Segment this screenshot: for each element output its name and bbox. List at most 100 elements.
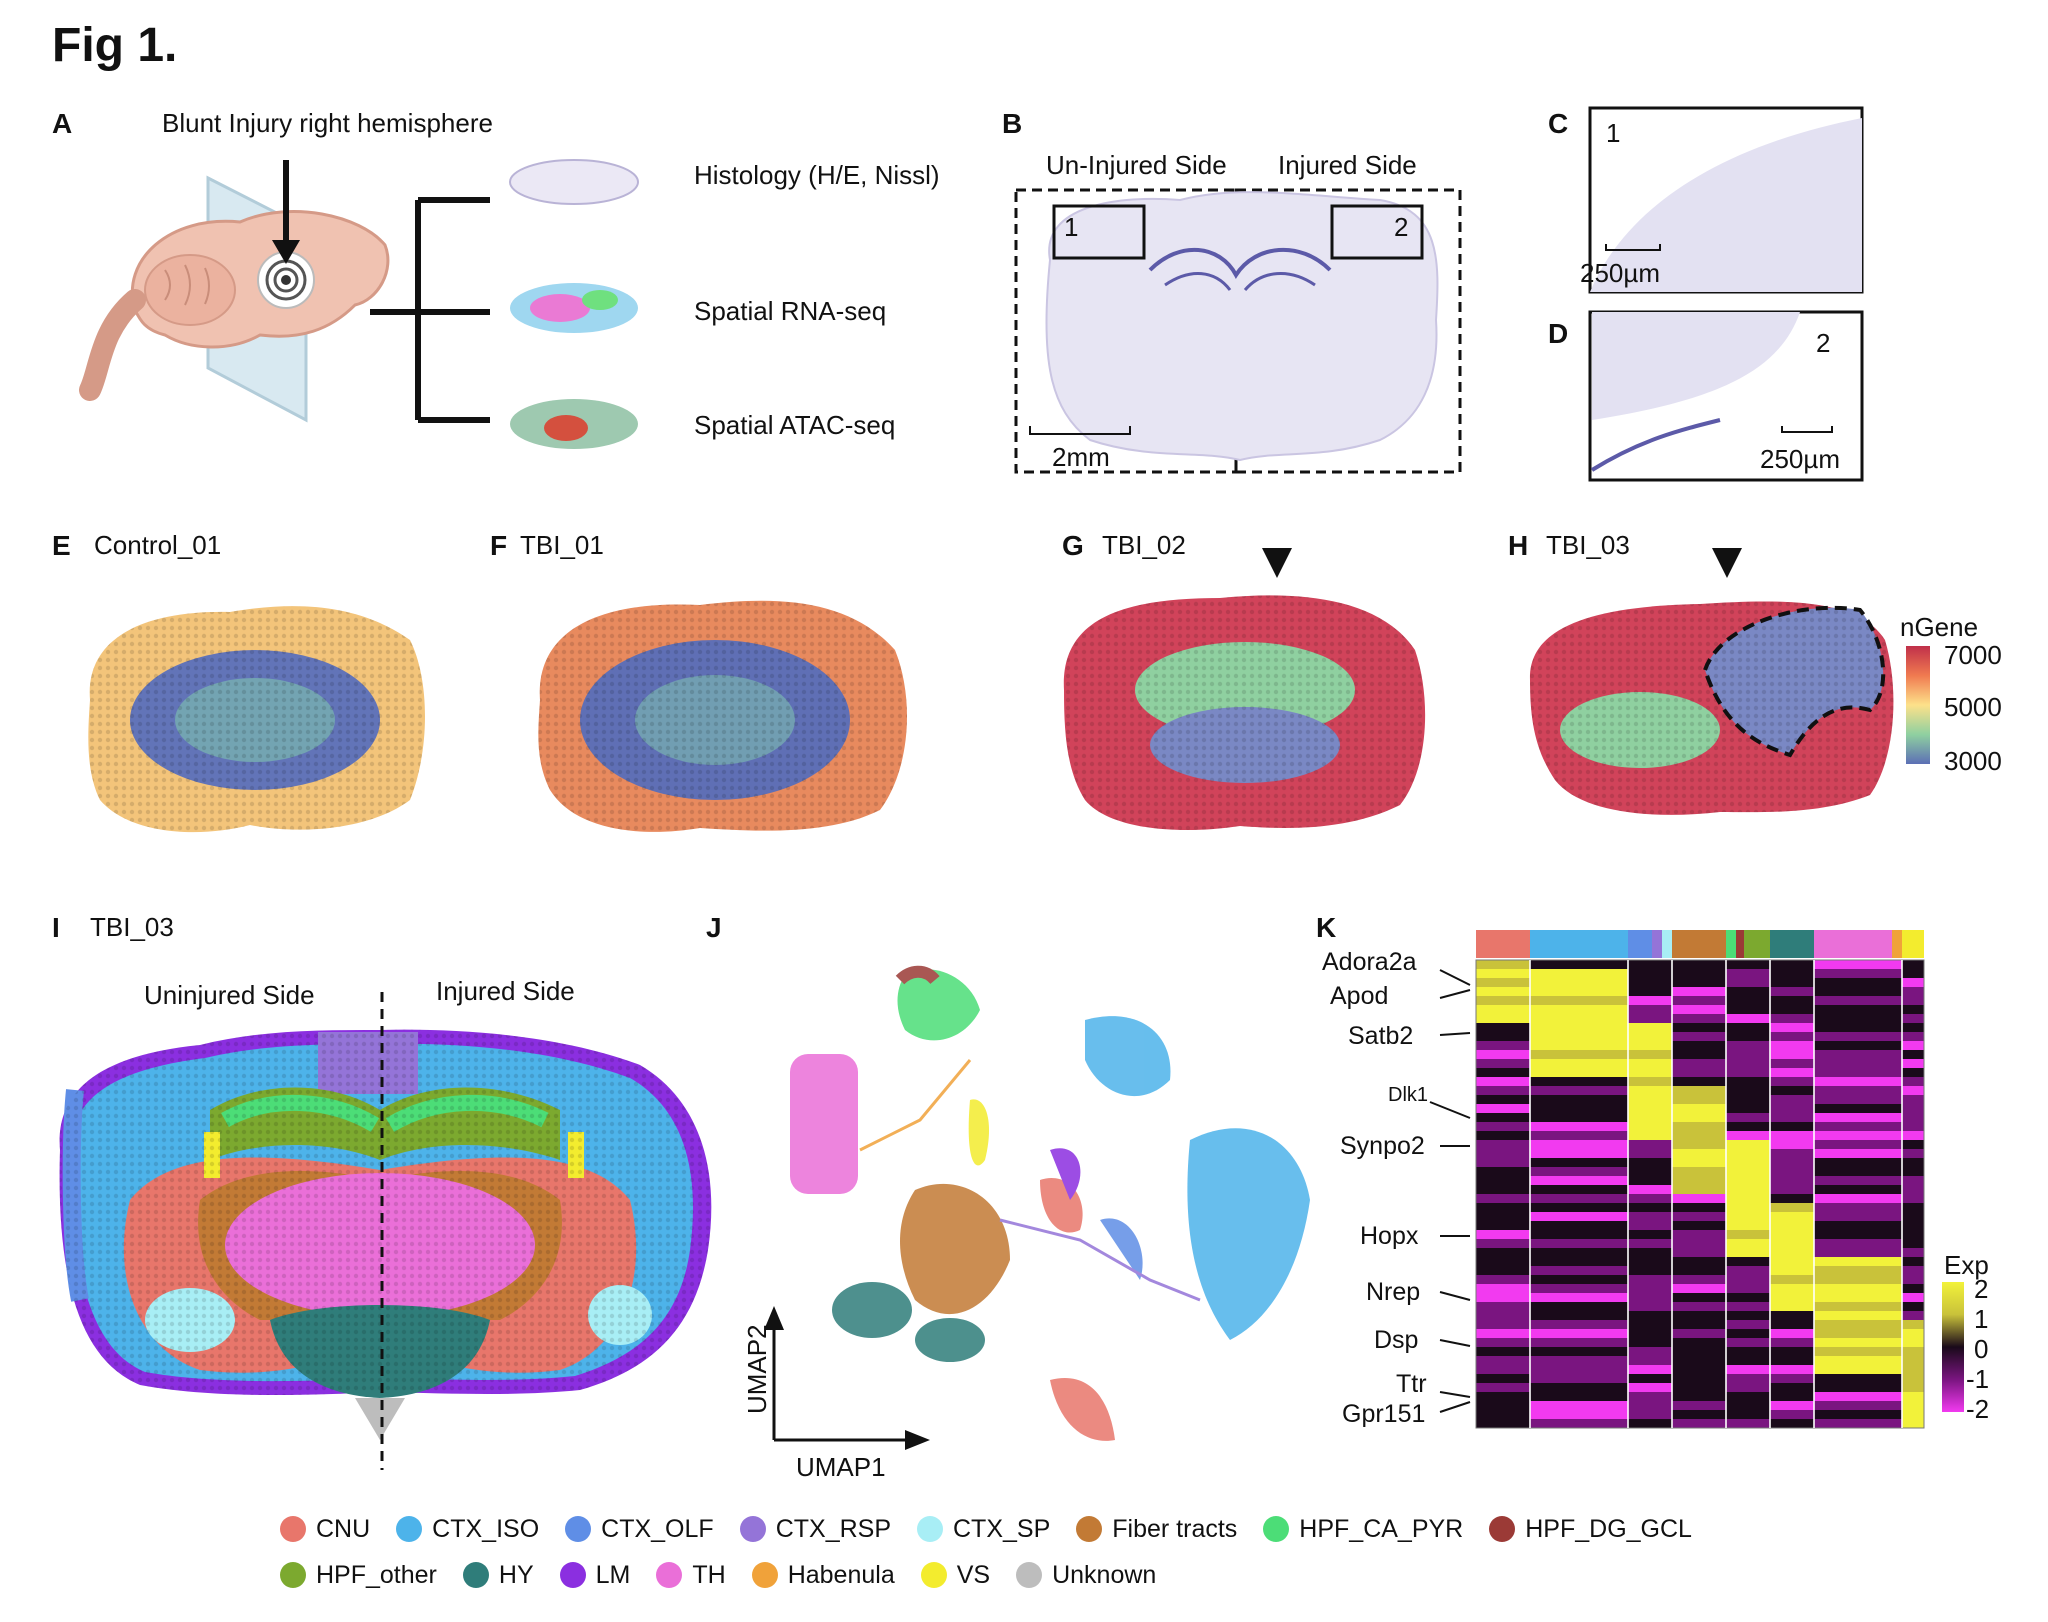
heatmap-cell (1672, 1401, 1726, 1410)
exp-tick-0: 0 (1974, 1334, 1989, 1364)
heatmap-cell (1672, 1131, 1726, 1140)
umap-cluster-hy-2 (915, 1318, 985, 1362)
heatmap-cell (1530, 1113, 1628, 1122)
heatmap-cell (1814, 1257, 1902, 1266)
heatmap-cell (1476, 1050, 1530, 1059)
heatmap-cell (1530, 1356, 1628, 1365)
heatmap-cell (1672, 1158, 1726, 1167)
heatmap-cell (1530, 1293, 1628, 1302)
heatmap-cell (1530, 1419, 1628, 1428)
legend-swatch (462, 1562, 489, 1588)
heatmap-cell (1530, 1221, 1628, 1230)
heatmap-cell (1770, 1392, 1814, 1401)
legend-swatch (1016, 1562, 1043, 1588)
heatmap-cell (1530, 1320, 1628, 1329)
heatmap-cell (1814, 1356, 1902, 1365)
heatmap-cell (1476, 1293, 1530, 1302)
cluster-annotation-segment (1662, 930, 1672, 958)
heatmap-cell (1672, 978, 1726, 987)
legend-label: HY (498, 1560, 534, 1589)
heatmap-cell (1770, 1293, 1814, 1302)
heatmap-cell (1814, 1212, 1902, 1221)
heatmap-cell (1628, 1158, 1672, 1167)
panel-j-label: J (706, 912, 722, 943)
heatmap-cell (1902, 1230, 1924, 1239)
heatmap-cell (1530, 1032, 1628, 1041)
heatmap-cell (1770, 1365, 1814, 1374)
umap-cluster-ctx-iso-1 (1085, 1016, 1171, 1097)
heatmap-cell (1628, 1257, 1672, 1266)
heatmap-cell (1814, 1032, 1902, 1041)
heatmap-cell (1770, 1113, 1814, 1122)
heatmap-cell (1726, 1347, 1770, 1356)
panel-c-label: C (1548, 108, 1569, 139)
panel-b-label: B (1002, 108, 1023, 139)
heatmap-cell (1814, 1374, 1902, 1383)
panel-h-sample: TBI_03 (1546, 530, 1630, 560)
heatmap-cell (1770, 1059, 1814, 1068)
heatmap-cell (1770, 987, 1814, 996)
heatmap-cell (1530, 1059, 1628, 1068)
heatmap-cell (1476, 1419, 1530, 1428)
heatmap-cell (1902, 1374, 1924, 1383)
heatmap-cell (1476, 996, 1530, 1005)
heatmap-cell (1672, 1014, 1726, 1023)
heatmap-cell (1628, 1401, 1672, 1410)
heatmap-cell (1530, 1401, 1628, 1410)
heatmap-cell (1672, 1410, 1726, 1419)
panel-f-sample: TBI_01 (520, 530, 604, 560)
heatmap-cell (1902, 960, 1924, 969)
heatmap-cell (1530, 1086, 1628, 1095)
panel-f-label: F (490, 530, 508, 561)
heatmap-cell (1726, 1077, 1770, 1086)
heatmap-cell (1530, 1122, 1628, 1131)
heatmap-cell (1476, 1032, 1530, 1041)
heatmap-cell (1770, 1383, 1814, 1392)
gene-satb2: Satb2 (1348, 1022, 1414, 1050)
heatmap-cell (1476, 1005, 1530, 1014)
heatmap-cell (1770, 1320, 1814, 1329)
heatmap-cell (1726, 1203, 1770, 1212)
heatmap-cell (1672, 1374, 1726, 1383)
heatmap-cell (1902, 1275, 1924, 1284)
heatmap-cell (1726, 1149, 1770, 1158)
heatmap-cell (1902, 1356, 1924, 1365)
heatmap-cell (1628, 1077, 1672, 1086)
heatmap-cell (1672, 1104, 1726, 1113)
heatmap-cell (1770, 978, 1814, 987)
heatmap-cell (1476, 1248, 1530, 1257)
heatmap-cell (1628, 1185, 1672, 1194)
cluster-annotation-segment (1902, 930, 1924, 958)
heatmap-cell (1902, 1104, 1924, 1113)
heatmap-cell (1814, 1140, 1902, 1149)
heatmap-cell (1672, 1284, 1726, 1293)
heatmap-cell (1726, 1158, 1770, 1167)
legend-item: HPF_CA_PYR (1263, 1515, 1463, 1544)
umap1-label: UMAP1 (796, 1452, 886, 1482)
heatmap-cell (1726, 1356, 1770, 1365)
heatmap-cell (1814, 1203, 1902, 1212)
panel-a-label: A (52, 108, 73, 139)
heatmap-cell (1726, 1284, 1770, 1293)
heatmap-cell (1476, 1140, 1530, 1149)
legend-label: VS (956, 1560, 991, 1589)
heatmap-cell (1770, 1005, 1814, 1014)
heatmap-cell (1530, 1212, 1628, 1221)
heatmap-cell (1672, 1293, 1726, 1302)
heatmap-cell (1814, 1059, 1902, 1068)
heatmap-cell (1530, 1248, 1628, 1257)
heatmap-cell (1476, 1149, 1530, 1158)
heatmap-cell (1770, 1167, 1814, 1176)
heatmap-cell (1628, 969, 1672, 978)
heatmap-cell (1530, 1347, 1628, 1356)
colorbar-title: nGene (1900, 612, 1979, 642)
heatmap-cell (1726, 1167, 1770, 1176)
cluster-annotation-segment (1652, 930, 1662, 958)
heatmap-cell (1672, 1419, 1726, 1428)
legend-item: HY (462, 1560, 534, 1590)
umap-cluster-hpf-ca (897, 969, 980, 1041)
panel-c-box: 1 (1606, 118, 1621, 148)
box2-label: 2 (1394, 212, 1409, 242)
heatmap-cell (1726, 1410, 1770, 1419)
heatmap-cell (1770, 1077, 1814, 1086)
